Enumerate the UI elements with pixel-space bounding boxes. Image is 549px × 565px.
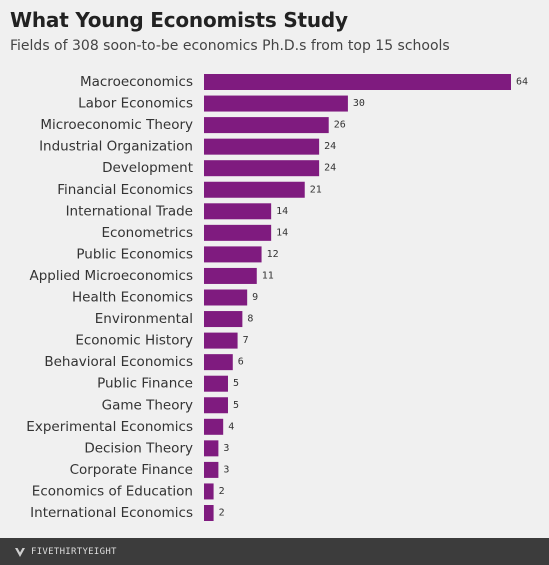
bar <box>204 375 228 392</box>
category-label: Econometrics <box>101 225 193 241</box>
value-label: 24 <box>324 141 336 152</box>
bar <box>204 117 329 134</box>
value-label: 24 <box>324 163 336 174</box>
bar <box>204 332 238 349</box>
category-label: International Economics <box>30 505 193 521</box>
category-label: Public Economics <box>76 246 193 262</box>
bar <box>204 418 224 435</box>
category-label: Behavioral Economics <box>44 354 193 370</box>
bar <box>204 483 214 500</box>
bar <box>204 354 233 371</box>
bar <box>204 289 248 306</box>
category-label: Experimental Economics <box>26 419 193 435</box>
bar <box>204 138 320 155</box>
bar <box>204 203 272 220</box>
category-label: Corporate Finance <box>70 462 193 478</box>
category-label: International Trade <box>66 203 193 219</box>
chart-subtitle: Fields of 308 soon-to-be economics Ph.D.… <box>10 38 450 54</box>
chart-title: What Young Economists Study <box>10 8 348 32</box>
value-label: 14 <box>276 206 288 217</box>
value-label: 12 <box>267 249 279 260</box>
category-label: Economic History <box>75 333 193 349</box>
category-label: Public Finance <box>97 376 193 392</box>
category-label: Decision Theory <box>84 440 193 456</box>
value-label: 3 <box>223 464 229 475</box>
category-label: Applied Microeconomics <box>29 268 193 284</box>
value-label: 8 <box>247 314 253 325</box>
bar <box>204 461 219 478</box>
category-label: Development <box>102 160 193 176</box>
bar <box>204 181 305 198</box>
value-label: 2 <box>219 508 225 519</box>
footer-brand: FIVETHIRTYEIGHT <box>31 546 117 557</box>
fivethirtyeight-logo-icon <box>15 547 25 557</box>
category-label: Economics of Education <box>32 483 193 499</box>
value-label: 11 <box>262 270 274 281</box>
bar <box>204 160 320 177</box>
category-label: Macroeconomics <box>80 74 193 90</box>
value-label: 26 <box>334 120 346 131</box>
value-label: 6 <box>238 357 244 368</box>
value-label: 30 <box>353 98 365 109</box>
bar <box>204 224 272 241</box>
value-label: 4 <box>228 421 234 432</box>
category-label: Industrial Organization <box>39 139 193 155</box>
category-label: Microeconomic Theory <box>40 117 193 133</box>
bar <box>204 246 262 263</box>
bar <box>204 74 511 90</box>
value-label: 5 <box>233 400 239 411</box>
bar <box>204 440 219 457</box>
bar <box>204 311 243 328</box>
category-label: Environmental <box>95 311 193 327</box>
value-label: 21 <box>310 184 322 195</box>
value-label: 2 <box>219 486 225 497</box>
category-label: Financial Economics <box>57 182 193 198</box>
value-label: 3 <box>223 443 229 454</box>
category-label: Game Theory <box>102 397 193 413</box>
bar <box>204 95 348 112</box>
value-label: 7 <box>243 335 249 346</box>
value-label: 5 <box>233 378 239 389</box>
bar <box>204 505 214 521</box>
category-label: Labor Economics <box>78 96 193 112</box>
value-label: 9 <box>252 292 258 303</box>
value-label: 14 <box>276 227 288 238</box>
bar <box>204 397 228 414</box>
value-label: 64 <box>516 77 528 88</box>
bar <box>204 267 257 284</box>
category-label: Health Economics <box>72 290 193 306</box>
footer-bar: FIVETHIRTYEIGHT <box>0 538 549 565</box>
